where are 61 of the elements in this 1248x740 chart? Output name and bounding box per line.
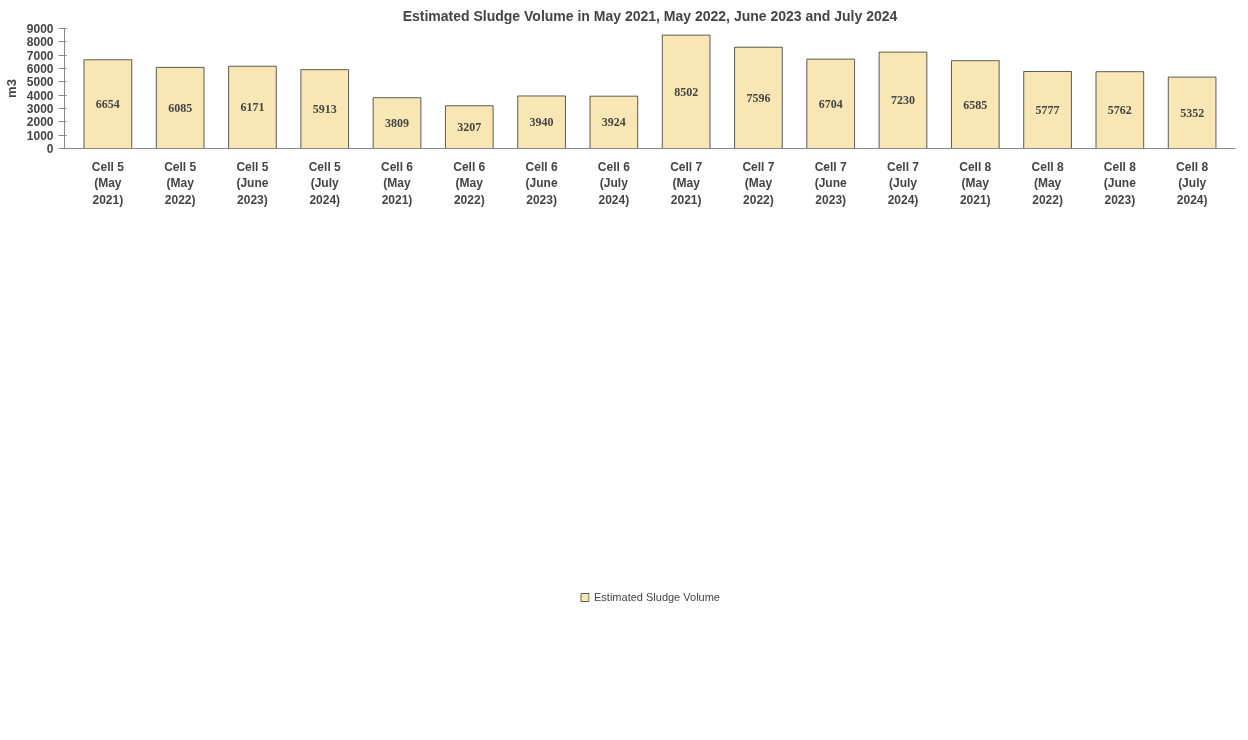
- x-tick-label: Cell 8 (June 2023): [1103, 159, 1137, 208]
- bar: [1167, 76, 1217, 149]
- bar: [155, 66, 205, 149]
- data-label: 6704: [818, 96, 843, 111]
- chart-title: Estimated Sludge Volume in May 2021, May 2022, June 2023 and July 2024: [402, 7, 898, 24]
- y-tick-label: 5000: [26, 75, 54, 90]
- y-tick-label: 3000: [26, 102, 54, 116]
- x-tick-label: Cell 7 (July 2024): [886, 159, 920, 208]
- x-tick-label: Cell 8 (July 2024): [1176, 159, 1209, 208]
- data-label: 6171: [240, 100, 265, 115]
- data-label: 6585: [963, 97, 988, 112]
- y-tick-label: 9000: [26, 22, 54, 36]
- data-label: 3809: [385, 116, 410, 131]
- data-label: 5913: [312, 102, 337, 117]
- y-tick-label: 0: [46, 142, 54, 156]
- bar: [300, 69, 349, 149]
- data-label: 5762: [1107, 103, 1132, 118]
- data-label: 7596: [746, 90, 771, 105]
- x-tick-label: Cell 6 (May 2021): [381, 159, 414, 208]
- bar: [951, 60, 1000, 149]
- bar: [1095, 71, 1145, 149]
- x-tick-label: Cell 6 (July 2024): [597, 159, 631, 208]
- x-tick-label: Cell 5 (June 2023): [236, 159, 269, 208]
- data-label: 5777: [1035, 102, 1060, 117]
- x-tick-label: Cell 6 (May 2022): [453, 159, 486, 208]
- data-label: 3924: [601, 115, 626, 130]
- y-tick-label: 6000: [26, 62, 54, 76]
- bar: [878, 51, 928, 149]
- data-label: 6654: [95, 97, 120, 112]
- x-tick-label: Cell 8 (May 2022): [1031, 159, 1064, 208]
- data-label: 7230: [890, 93, 915, 108]
- bar: [806, 58, 855, 149]
- legend-label: Estimated Sludge Volume: [594, 591, 720, 603]
- bar: [661, 34, 711, 149]
- bar: [517, 95, 566, 149]
- y-tick-label: 1000: [26, 128, 54, 143]
- bar: [589, 95, 639, 149]
- bar: [734, 46, 783, 149]
- y-tick-label: 7000: [26, 48, 54, 63]
- x-tick-label: Cell 7 (June 2023): [814, 159, 848, 208]
- x-tick-label: Cell 7 (May 2021): [670, 159, 703, 208]
- x-tick-label: Cell 6 (June 2023): [525, 159, 558, 208]
- x-tick-label: Cell 5 (July 2024): [308, 159, 342, 208]
- x-tick-label: Cell 7 (May 2022): [742, 159, 775, 208]
- data-label: 5352: [1180, 105, 1205, 120]
- bar: [228, 65, 277, 149]
- y-tick-label: 4000: [26, 88, 54, 103]
- data-label: 3940: [529, 115, 554, 130]
- bar: [445, 105, 494, 149]
- y-axis-title: m3: [3, 79, 19, 98]
- data-label: 8502: [674, 84, 699, 99]
- bar: [1023, 71, 1072, 149]
- y-tick-label: 2000: [26, 115, 54, 130]
- data-label: 3207: [457, 120, 482, 135]
- x-tick-label: Cell 5 (May 2022): [164, 159, 197, 208]
- x-tick-label: Cell 5 (May 2021): [91, 159, 125, 208]
- data-label: 6085: [168, 100, 193, 115]
- y-tick-label: 8000: [26, 35, 54, 50]
- x-tick-label: Cell 8 (May 2021): [959, 159, 992, 208]
- bar: [372, 97, 422, 149]
- bar: [83, 59, 133, 149]
